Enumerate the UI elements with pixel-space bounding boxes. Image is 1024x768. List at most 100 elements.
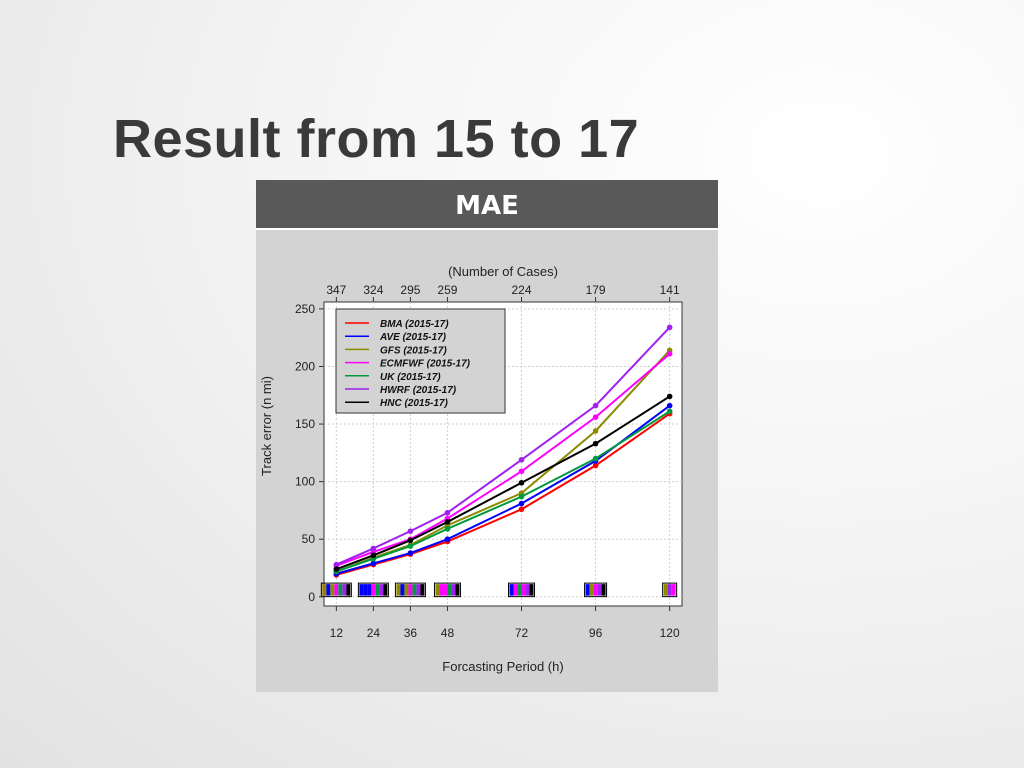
marker-group-frame	[584, 582, 608, 598]
data-point	[518, 479, 525, 486]
significance-marker	[667, 584, 672, 596]
x-tick-label: 72	[515, 626, 529, 640]
significance-marker	[671, 584, 676, 596]
slide-title: Result from 15 to 17	[113, 109, 640, 169]
significance-marker	[601, 584, 606, 596]
y-tick-label: 200	[295, 359, 315, 373]
significance-marker	[379, 584, 384, 596]
top-axis-label: (Number of Cases)	[448, 264, 558, 279]
marker-group-frame	[508, 582, 536, 598]
significance-marker	[342, 584, 347, 596]
significance-marker	[326, 584, 331, 596]
significance-marker	[338, 584, 343, 596]
data-point	[407, 528, 414, 534]
marker-group-frame	[433, 582, 461, 598]
data-point	[592, 462, 599, 469]
top-tick-label: 324	[363, 283, 383, 297]
axis-layer: 0 50 100 150 200 250 12 347 24 324 36 295 48 259 72 224…	[295, 283, 680, 640]
data-point	[592, 402, 599, 409]
significance-marker	[439, 584, 444, 596]
significance-marker	[400, 584, 405, 596]
data-point	[518, 456, 525, 463]
significance-marker	[412, 584, 417, 596]
data-point	[370, 552, 377, 559]
legend-label: GFS (2015-17)	[380, 345, 447, 356]
data-point	[444, 536, 451, 543]
significance-marker	[525, 584, 530, 596]
significance-marker	[416, 584, 421, 596]
top-tick-label: 259	[437, 283, 457, 297]
data-point	[444, 509, 451, 516]
significance-marker	[529, 584, 534, 596]
data-point	[407, 537, 414, 544]
legend-box	[335, 308, 506, 414]
y-tick-label: 100	[295, 475, 315, 489]
y-axis-label: Track error (n mi)	[259, 376, 274, 476]
data-point	[518, 506, 525, 513]
data-point	[370, 545, 377, 552]
data-point	[518, 493, 525, 500]
legend-label: BMA (2015-17)	[380, 319, 449, 330]
data-point	[333, 566, 340, 572]
y-tick-label: 50	[302, 532, 316, 546]
series-layer	[333, 324, 673, 578]
data-point	[444, 526, 451, 532]
significance-marker	[585, 584, 590, 596]
data-point	[592, 455, 599, 462]
significance-marker	[517, 584, 522, 596]
data-point	[666, 402, 673, 409]
significance-marker	[371, 584, 376, 596]
significance-marker	[322, 584, 327, 596]
significance-marker	[404, 584, 409, 596]
significance-marker	[359, 584, 364, 596]
data-point	[370, 560, 377, 567]
significance-marker	[597, 584, 602, 596]
significance-marker	[447, 584, 452, 596]
significance-marker	[663, 584, 668, 596]
legend-label: AVE (2015-17)	[379, 332, 447, 343]
chart-panel: 0 50 100 150 200 250 12 347 24 324 36 295 48 259 72 224…	[256, 230, 718, 692]
data-point	[407, 543, 414, 549]
marker-group-frame	[394, 582, 426, 598]
x-axis-label: Forcasting Period (h)	[442, 659, 563, 674]
significance-markers	[320, 582, 678, 598]
data-point	[592, 414, 599, 420]
significance-marker	[367, 584, 372, 596]
data-point	[666, 351, 673, 357]
marker-group-frame	[357, 582, 389, 598]
top-tick-label: 224	[512, 283, 532, 297]
x-tick-label: 36	[404, 626, 418, 640]
y-tick-label: 150	[295, 417, 315, 431]
significance-marker	[396, 584, 401, 596]
x-tick-label: 96	[589, 626, 603, 640]
data-point	[444, 519, 451, 525]
y-tick-label: 0	[308, 590, 315, 604]
legend-label: HWRF (2015-17)	[380, 385, 457, 396]
y-tick-label: 250	[295, 302, 315, 316]
significance-marker	[513, 584, 518, 596]
significance-marker	[593, 584, 598, 596]
x-tick-label: 48	[441, 626, 455, 640]
significance-marker	[509, 584, 514, 596]
x-tick-label: 12	[330, 626, 344, 640]
significance-marker	[330, 584, 335, 596]
data-point	[666, 393, 673, 400]
significance-marker	[420, 584, 425, 596]
significance-marker	[435, 584, 440, 596]
significance-marker	[443, 584, 448, 596]
significance-marker	[383, 584, 388, 596]
data-point	[666, 408, 673, 415]
significance-marker	[521, 584, 526, 596]
track-error-chart: 0 50 100 150 200 250 12 347 24 324 36 295 48 259 72 224…	[259, 264, 683, 674]
significance-marker	[346, 584, 351, 596]
x-tick-label: 120	[660, 626, 680, 640]
data-point	[407, 550, 414, 556]
data-point	[592, 440, 599, 447]
data-point	[518, 468, 525, 475]
top-tick-label: 295	[400, 283, 420, 297]
significance-marker	[363, 584, 368, 596]
data-point	[592, 428, 599, 434]
legend-label: HNC (2015-17)	[380, 398, 448, 409]
top-tick-label: 347	[326, 283, 346, 297]
marker-group-frame	[320, 582, 352, 598]
